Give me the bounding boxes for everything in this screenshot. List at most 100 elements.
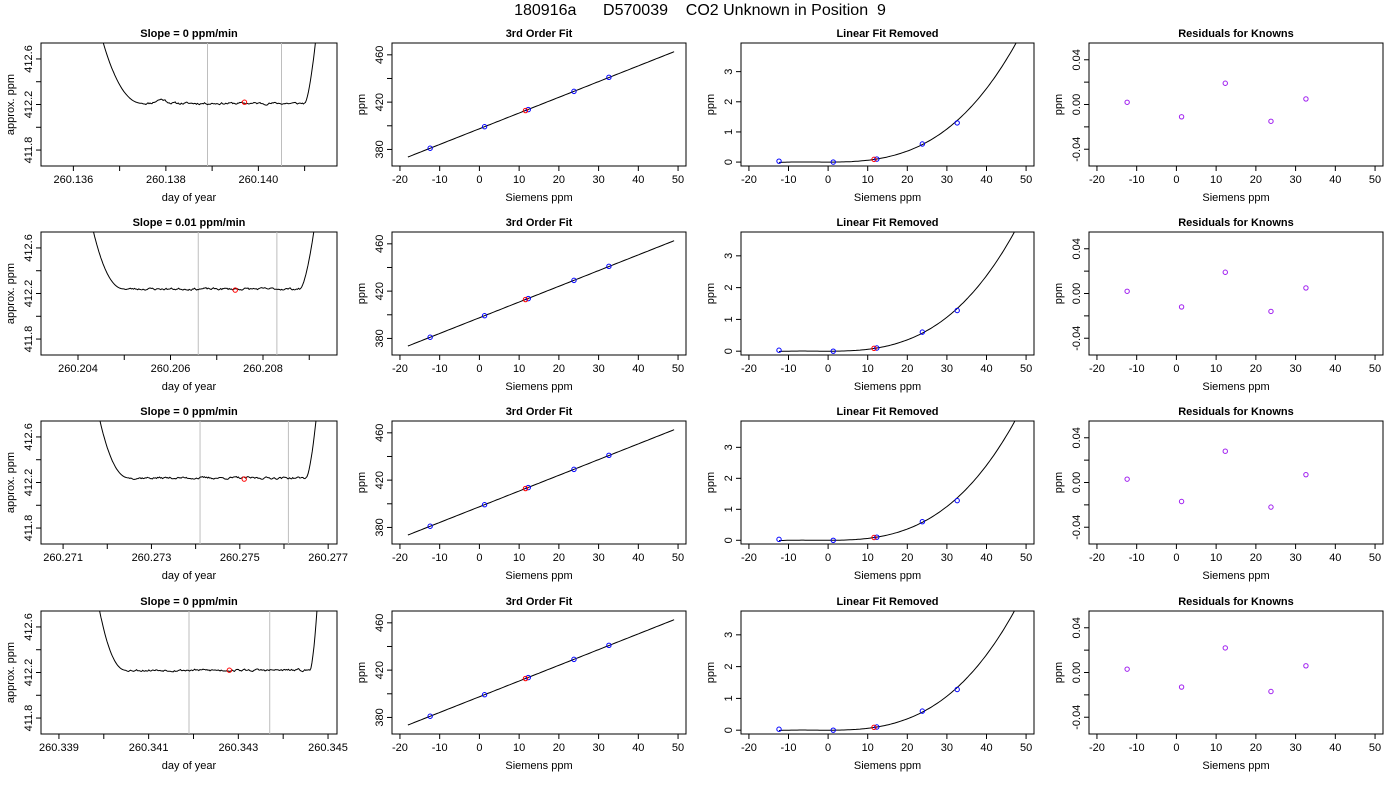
- x-axis-label: Siemens ppm: [854, 192, 921, 204]
- unknown-point: [522, 296, 529, 303]
- x-tick-label: 260.136: [53, 174, 93, 186]
- co2-trace-line: [102, 43, 316, 106]
- y-axis-label: ppm: [705, 472, 717, 493]
- x-tick-label: -10: [432, 742, 448, 754]
- y-axis-label: ppm: [705, 662, 717, 683]
- unknown-point: [226, 667, 233, 673]
- standard-point: [830, 159, 836, 165]
- x-axis-label: Siemens ppm: [854, 381, 921, 393]
- residual-point: [1222, 269, 1228, 275]
- y-tick-label: -0.04: [1071, 137, 1083, 162]
- x-tick-label: 260.343: [218, 742, 258, 754]
- standard-point: [830, 348, 836, 354]
- x-tick-label: 260.339: [39, 742, 79, 754]
- x-tick-label: 0: [476, 742, 482, 754]
- unknown-point: [522, 485, 529, 492]
- x-tick-label: 20: [901, 174, 913, 186]
- x-tick-label: 10: [862, 742, 874, 754]
- x-tick-label: 20: [553, 174, 565, 186]
- y-tick-label: 412.2: [23, 280, 35, 308]
- plot-area: [407, 51, 675, 158]
- unknown-point: [241, 476, 247, 482]
- standard-point: [776, 158, 782, 164]
- chart-panel: Slope = 0.01 ppm/min 260.204 260.206 260.20…: [5, 217, 338, 393]
- x-tick-label: -10: [1129, 174, 1145, 186]
- x-tick-label: 40: [980, 742, 992, 754]
- y-tick-label: 411.8: [23, 705, 35, 732]
- y-tick-label: 412.6: [23, 423, 35, 451]
- x-tick-label: 260.345: [308, 742, 348, 754]
- standard-point: [525, 674, 531, 681]
- x-tick-label: 0: [1173, 174, 1179, 186]
- y-axis-label: ppm: [356, 283, 368, 304]
- standard-point: [427, 523, 433, 529]
- x-tick-label: 260.275: [220, 552, 260, 564]
- y-tick-label: 3: [723, 632, 735, 638]
- y-axis-label: ppm: [356, 472, 368, 493]
- x-tick-label: 40: [1329, 742, 1341, 754]
- plot-area: [407, 619, 675, 726]
- y-tick-label: 411.8: [23, 326, 35, 353]
- x-tick-label: 50: [672, 174, 684, 186]
- y-axis-label: ppm: [705, 283, 717, 304]
- x-tick-label: -20: [392, 363, 408, 375]
- x-axis-label: day of year: [162, 760, 217, 772]
- plot-frame: [740, 231, 1035, 356]
- y-axis-label: approx. ppm: [5, 74, 17, 135]
- residual-point: [1303, 96, 1309, 102]
- y-tick-label: 0: [723, 727, 735, 733]
- x-axis-label: Siemens ppm: [854, 760, 921, 772]
- y-axis-label: approx. ppm: [5, 642, 17, 703]
- panel-title: 3rd Order Fit: [506, 28, 573, 40]
- chart-panel: Slope = 0 ppm/min 260.271 260.273 260.275 26…: [5, 406, 348, 582]
- y-tick-label: 0.04: [1071, 427, 1083, 448]
- plot-area: [776, 611, 1016, 733]
- residual-point: [1178, 304, 1185, 310]
- x-tick-label: 30: [1289, 552, 1301, 564]
- standard-point: [874, 534, 880, 540]
- residual-point: [1222, 80, 1228, 86]
- y-tick-label: 0.04: [1071, 49, 1083, 70]
- y-tick-label: -0.04: [1071, 515, 1083, 540]
- y-axis-label: ppm: [1053, 283, 1065, 304]
- y-tick-label: 2: [723, 475, 735, 481]
- x-tick-label: -20: [1089, 552, 1105, 564]
- y-axis-label: ppm: [1053, 662, 1065, 683]
- x-tick-label: -20: [392, 174, 408, 186]
- y-tick-label: 411.8: [23, 515, 35, 542]
- x-tick-label: 0: [825, 174, 831, 186]
- x-tick-label: 50: [1369, 742, 1381, 754]
- plot-frame: [740, 610, 1035, 735]
- residual-point: [1303, 663, 1309, 669]
- y-tick-label: 460: [374, 46, 386, 64]
- chart-panel: 3rd Order Fit -20 -10 0 10 20 30 40 50 380 420 460 S…: [356, 406, 687, 582]
- x-tick-label: 20: [553, 363, 565, 375]
- fit-curve-line: [778, 611, 1016, 731]
- residual-point: [1178, 684, 1185, 690]
- y-axis-label: approx. ppm: [5, 452, 17, 513]
- chart-panel: 3rd Order Fit -20 -10 0 10 20 30 40 50 380 420 460 S…: [356, 217, 687, 393]
- x-tick-label: 10: [513, 742, 525, 754]
- standard-point: [571, 277, 577, 284]
- x-axis-label: day of year: [162, 570, 217, 582]
- plot-frame: [40, 420, 338, 545]
- standard-point: [776, 347, 782, 353]
- y-tick-label: 0.00: [1071, 94, 1083, 115]
- x-tick-label: 20: [1250, 174, 1262, 186]
- x-tick-label: 50: [1369, 174, 1381, 186]
- y-tick-label: 380: [374, 518, 386, 536]
- standard-point: [481, 692, 488, 698]
- fit-curve-line: [778, 232, 1016, 352]
- co2-trace-line: [99, 421, 317, 481]
- standard-point: [571, 656, 577, 663]
- residual-point: [1303, 285, 1309, 291]
- x-tick-label: 30: [592, 552, 604, 564]
- x-tick-label: 30: [1289, 742, 1301, 754]
- y-tick-label: 0: [723, 537, 735, 543]
- standard-point: [481, 502, 488, 508]
- standard-point: [525, 295, 531, 302]
- x-axis-label: Siemens ppm: [505, 760, 572, 772]
- x-tick-label: 30: [1289, 174, 1301, 186]
- plot-frame: [740, 420, 1035, 545]
